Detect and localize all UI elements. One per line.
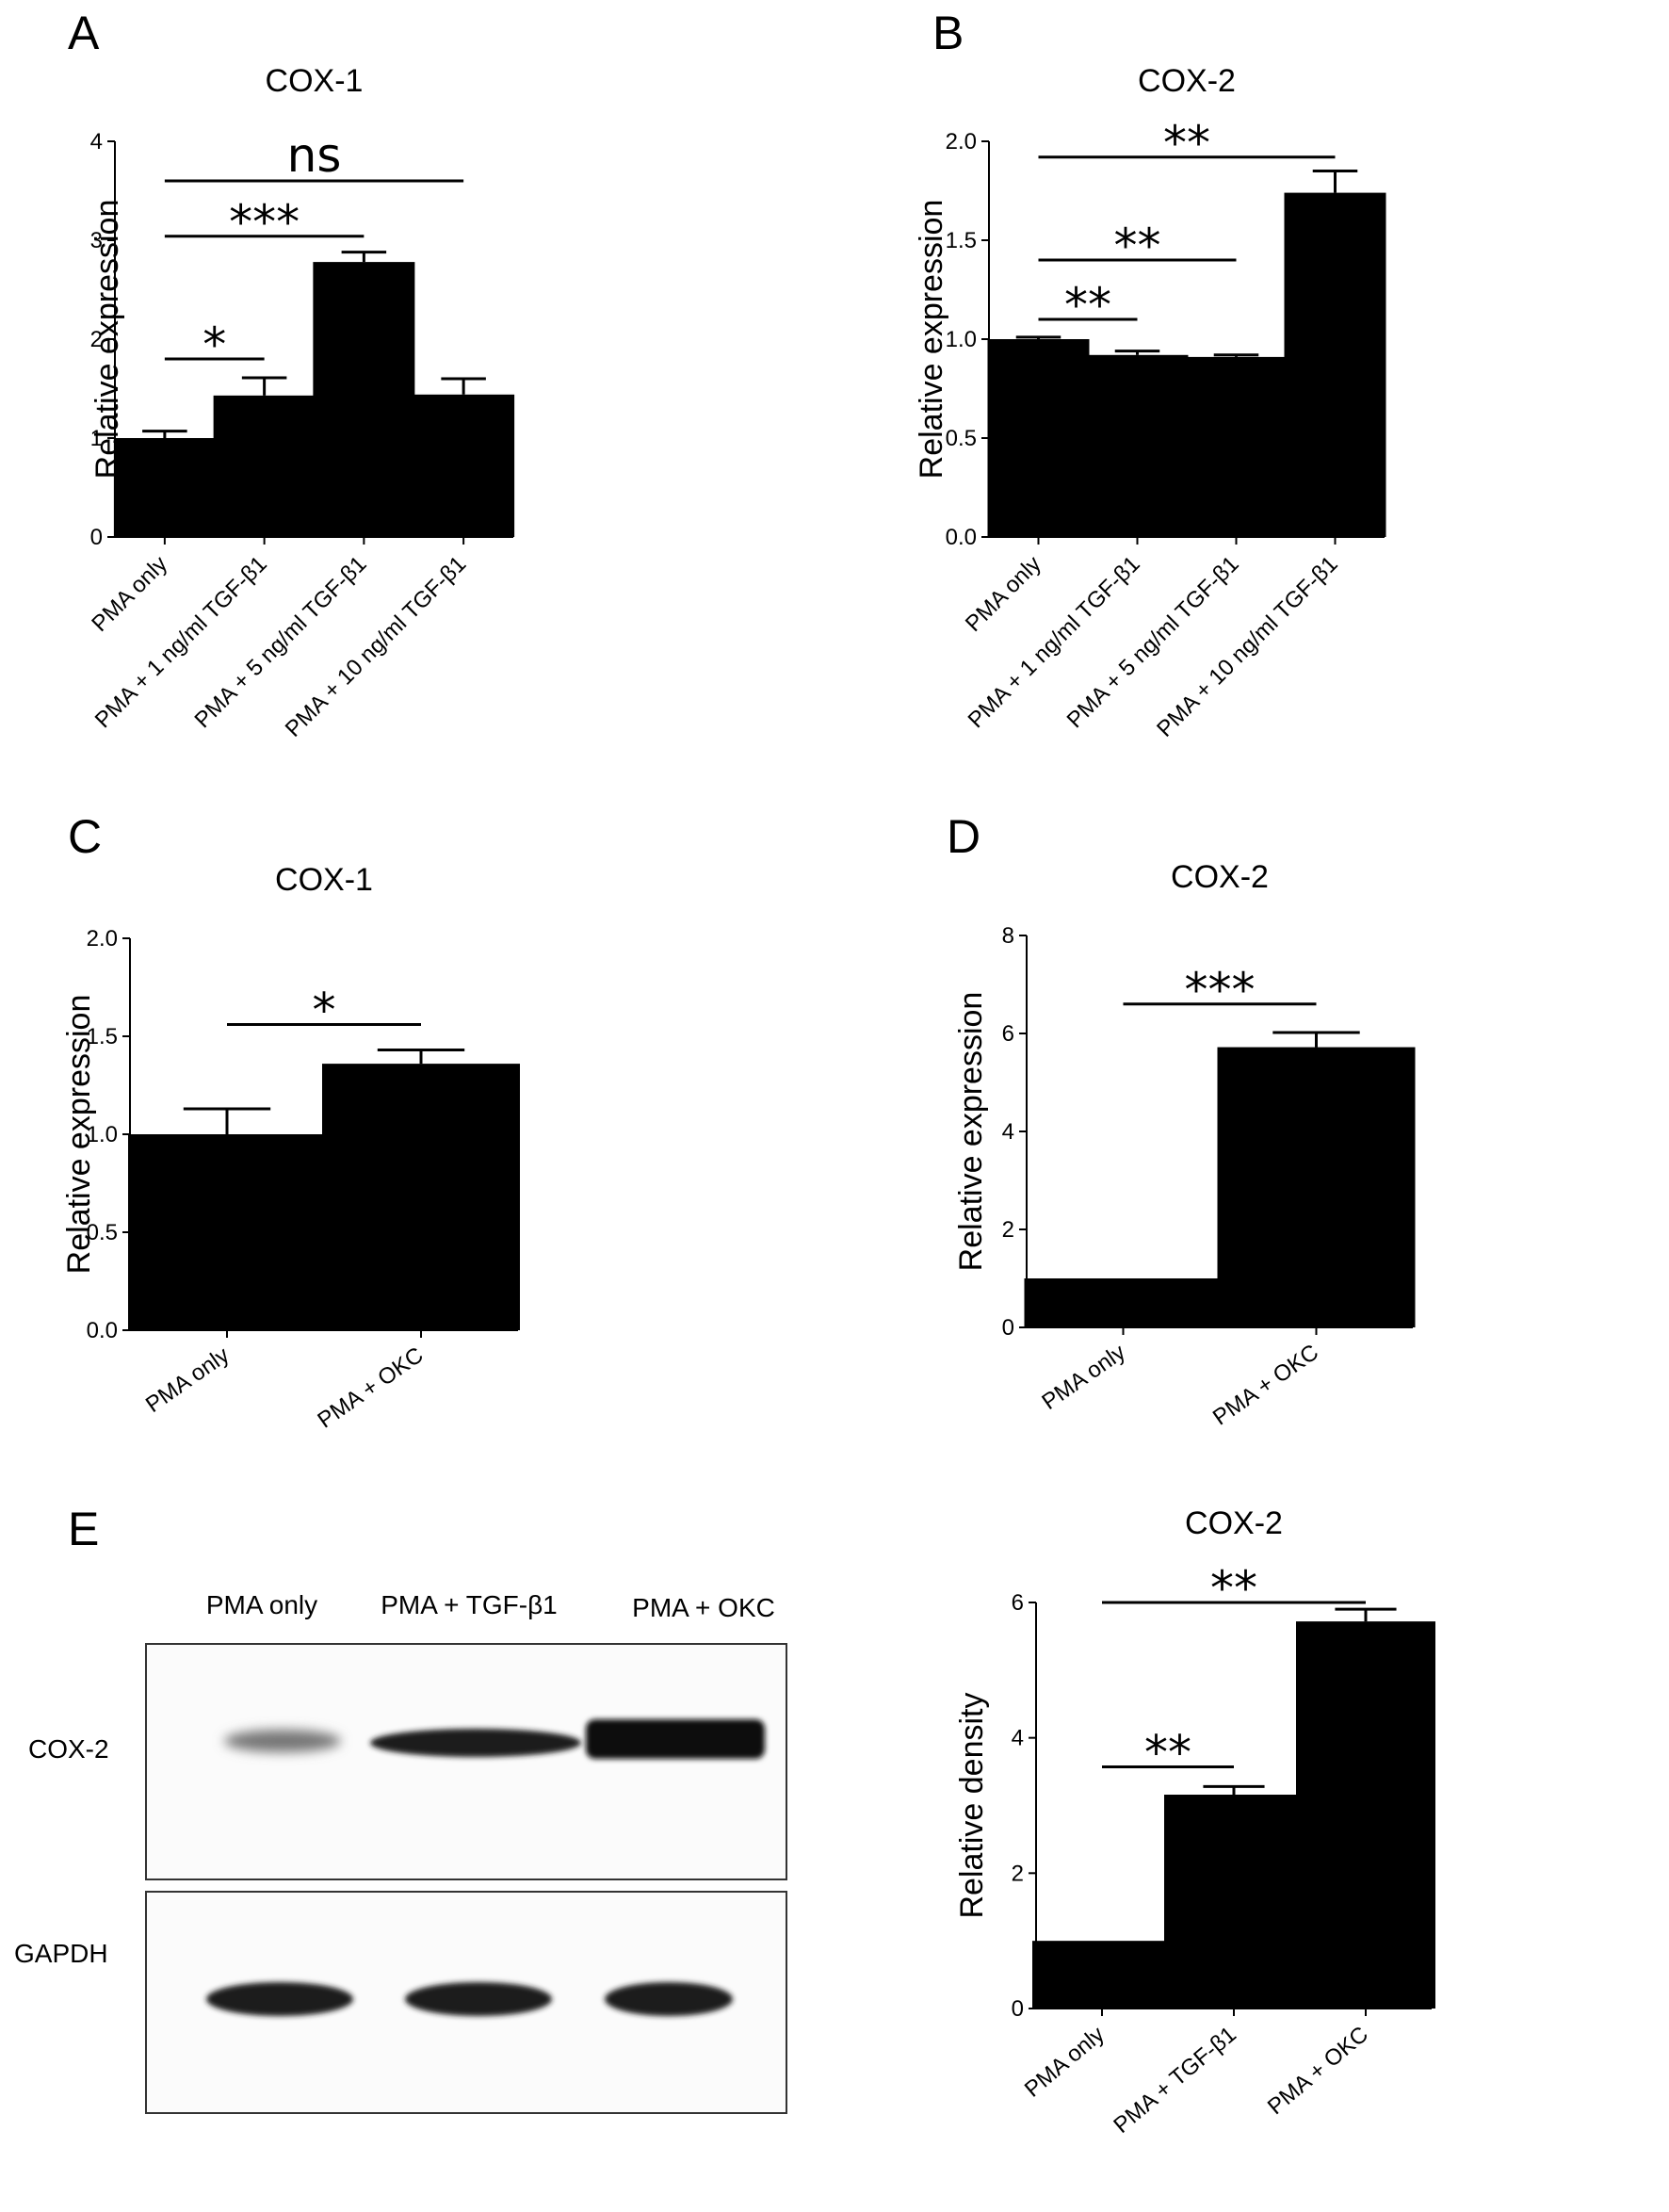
chart-c-category-label-1: PMA + OKC: [313, 1342, 428, 1434]
chart-a-significance-label-1: ***: [229, 195, 300, 250]
chart-b-y-tick-label-4: 2.0: [946, 129, 977, 155]
chart-d-significance-label-0: ***: [1185, 963, 1256, 1017]
chart-d-y-tick-label-1: 2: [1002, 1217, 1014, 1243]
chart-b-bar-2: [1185, 356, 1288, 537]
chart-a-title: COX-1: [266, 63, 364, 99]
chart-e-bar-1: [1164, 1795, 1304, 2009]
chart-c-bar-0: [128, 1134, 326, 1330]
chart-a-bar-2: [313, 262, 415, 537]
panel-letter-e: E: [68, 1503, 99, 1555]
chart-b-significance-label-0: **: [1163, 116, 1210, 171]
chart-e-category-label-1: PMA + TGF-β1: [1109, 2022, 1240, 2139]
chart-d-bar-1: [1217, 1047, 1416, 1327]
chart-e-y-axis-label: Relative density: [954, 1692, 990, 1918]
chart-b-bar-3: [1284, 192, 1386, 537]
panel-letter-a: A: [68, 7, 100, 59]
chart-a-significance-label-0: ns: [287, 128, 342, 183]
chart-c-y-tick-label-2: 1.0: [87, 1122, 118, 1147]
chart-c-y-tick-label-4: 2.0: [87, 926, 118, 951]
chart-e-title: COX-2: [1185, 1505, 1283, 1541]
chart-b-significance-label-2: **: [1064, 278, 1111, 333]
blot-band-gapdh-lane1: [206, 1982, 353, 2016]
chart-e-y-tick-label-2: 4: [1012, 1726, 1024, 1751]
chart-b-y-tick-label-1: 0.5: [946, 426, 977, 451]
chart-e-y-tick-label-3: 6: [1012, 1590, 1024, 1616]
chart-d-title: COX-2: [1171, 859, 1269, 895]
chart-b-category-label-0: PMA only: [961, 551, 1046, 637]
chart-d-category-label-1: PMA + OKC: [1208, 1340, 1323, 1431]
blot-band-cox2-lane1: [224, 1730, 341, 1752]
chart-c-bar-1: [322, 1064, 520, 1330]
chart-d-y-tick-label-0: 0: [1002, 1315, 1014, 1341]
chart-e-significance-label-1: **: [1144, 1726, 1191, 1781]
chart-a-y-tick-label-2: 2: [90, 327, 103, 352]
western-blot: PMA only PMA + TGF-β1 PMA + OKC COX-2 GA…: [14, 1590, 787, 2114]
chart-a-bar-3: [413, 394, 515, 537]
chart-b-y-axis-label: Relative expression: [914, 200, 949, 480]
blot-band-gapdh-lane2: [405, 1982, 552, 2016]
chart-a-category-label-1: PMA + 1 ng/ml TGF-β1: [90, 551, 272, 733]
panel-letter-c: C: [68, 810, 102, 863]
chart-c-y-axis-label: Relative expression: [61, 995, 97, 1275]
chart-a-bar-1: [213, 395, 316, 537]
chart-a-y-tick-label-3: 3: [90, 228, 103, 253]
blot-box-cox2: [145, 1643, 787, 1880]
chart-b-y-tick-label-3: 1.5: [946, 228, 977, 253]
blot-band-gapdh-lane3: [605, 1982, 733, 2016]
chart-a-category-label-2: PMA + 5 ng/ml TGF-β1: [190, 551, 372, 733]
chart-b-category-label-2: PMA + 5 ng/ml TGF-β1: [1062, 551, 1244, 733]
chart-e-y-tick-label-0: 0: [1012, 1996, 1024, 2022]
chart-a-y-tick-label-4: 4: [90, 129, 103, 155]
chart-e-y-tick-label-1: 2: [1012, 1861, 1024, 1886]
chart-e-significance-label-0: **: [1210, 1561, 1257, 1616]
blot-lane-label-2: PMA + TGF-β1: [381, 1590, 558, 1619]
chart-a-y-tick-label-0: 0: [90, 525, 103, 550]
chart-a-category-label-3: PMA + 10 ng/ml TGF-β1: [281, 551, 472, 742]
chart-b-category-label-1: PMA + 1 ng/ml TGF-β1: [964, 551, 1145, 733]
chart-b: COX-2 Relative expression 0.0 0.5 1.0 1.5 2.0 P…: [914, 63, 1386, 742]
chart-a-category-label-0: PMA only: [87, 551, 172, 637]
chart-d-category-label-0: PMA only: [1037, 1340, 1130, 1415]
chart-c-y-tick-label-0: 0.0: [87, 1318, 118, 1343]
chart-b-y-tick-label-0: 0.0: [946, 525, 977, 550]
chart-d-y-tick-label-4: 8: [1002, 923, 1014, 949]
chart-d-y-axis-label: Relative expression: [953, 992, 989, 1272]
chart-b-y-tick-label-2: 1.0: [946, 327, 977, 352]
blot-row-label-cox2: COX-2: [28, 1734, 109, 1764]
chart-e: COX-2 Relative density 0 2 4 6 PMA only PMA + T…: [954, 1505, 1435, 2139]
chart-e-bar-2: [1296, 1621, 1435, 2009]
blot-band-cox2-lane3: [586, 1719, 765, 1759]
chart-d-y-tick-label-3: 6: [1002, 1021, 1014, 1047]
chart-a-y-tick-label-1: 1: [90, 426, 103, 451]
chart-a-significance-label-2: *: [203, 317, 226, 372]
blot-lane-label-3: PMA + OKC: [632, 1593, 775, 1622]
chart-e-bar-0: [1032, 1941, 1172, 2009]
chart-e-category-label-2: PMA + OKC: [1263, 2022, 1373, 2120]
chart-a-bar-0: [113, 438, 216, 537]
chart-d-y-tick-label-2: 4: [1002, 1119, 1014, 1145]
blot-band-cox2-lane2: [370, 1729, 581, 1757]
chart-b-significance-label-1: **: [1114, 219, 1161, 273]
chart-c-significance-label-0: *: [313, 984, 336, 1038]
chart-c-title: COX-1: [275, 862, 373, 898]
chart-c-y-tick-label-3: 1.5: [87, 1024, 118, 1049]
chart-c: COX-1 Relative expression 0.0 0.5 1.0 1.5 2.0 P…: [61, 862, 520, 1434]
chart-b-category-label-3: PMA + 10 ng/ml TGF-β1: [1152, 551, 1343, 742]
panel-letter-b: B: [932, 7, 964, 59]
chart-c-category-label-0: PMA only: [141, 1342, 235, 1418]
chart-b-bar-0: [987, 339, 1090, 537]
blot-row-label-gapdh: GAPDH: [14, 1939, 108, 1968]
chart-c-y-tick-label-1: 0.5: [87, 1220, 118, 1245]
chart-d: COX-2 Relative expression 0 2 4 6 8 PMA only PMA…: [953, 859, 1416, 1431]
chart-b-bar-1: [1086, 354, 1189, 537]
chart-d-bar-0: [1024, 1278, 1223, 1327]
blot-lane-label-1: PMA only: [206, 1590, 317, 1619]
chart-b-title: COX-2: [1138, 63, 1236, 99]
chart-e-category-label-0: PMA only: [1020, 2022, 1110, 2103]
panel-letter-d: D: [947, 810, 980, 863]
